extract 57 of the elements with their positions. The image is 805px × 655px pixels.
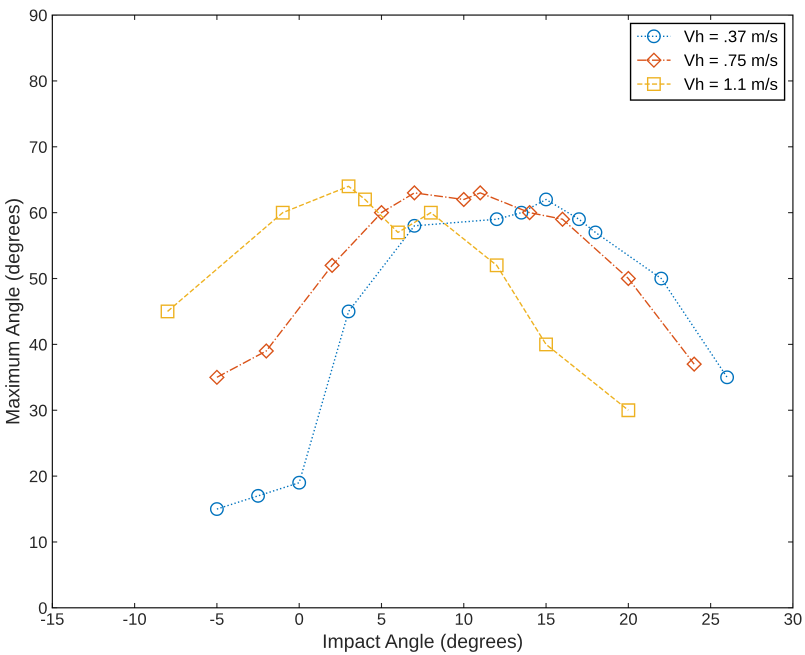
point bbox=[292, 476, 306, 490]
x-tick-label: 15 bbox=[538, 613, 555, 625]
point bbox=[720, 370, 734, 384]
point bbox=[210, 502, 224, 516]
x-tick-label: 5 bbox=[378, 613, 386, 625]
y-tick-label: 60 bbox=[30, 207, 47, 219]
x-tick-label: 10 bbox=[456, 613, 472, 625]
x-tick-label: 20 bbox=[620, 613, 637, 625]
legend-label: Vh = .75 m/s bbox=[684, 54, 778, 66]
point bbox=[456, 192, 472, 208]
y-tick-label: 70 bbox=[30, 141, 47, 153]
point bbox=[374, 205, 390, 220]
y-tick-label: 20 bbox=[30, 470, 47, 482]
point bbox=[390, 225, 405, 240]
point bbox=[522, 205, 538, 220]
y-tick-label: 90 bbox=[30, 9, 47, 22]
point bbox=[539, 337, 554, 352]
x-tick-label: -10 bbox=[123, 613, 146, 625]
y-tick-label: 0 bbox=[38, 602, 47, 614]
point bbox=[572, 212, 586, 226]
y-tick-label: 10 bbox=[30, 536, 47, 548]
point bbox=[620, 270, 636, 286]
point bbox=[358, 192, 372, 206]
point bbox=[654, 272, 668, 286]
point bbox=[472, 185, 488, 200]
point bbox=[407, 218, 422, 233]
point bbox=[514, 206, 528, 220]
x-tick-label: 30 bbox=[784, 613, 802, 625]
point bbox=[276, 206, 290, 220]
x-tick-label: 0 bbox=[295, 613, 304, 625]
legend-label: Vh = .37 m/s bbox=[684, 30, 778, 42]
y-axis-title: Maximum Angle (degrees) bbox=[5, 199, 24, 424]
point bbox=[621, 403, 636, 418]
point bbox=[588, 225, 602, 240]
point bbox=[342, 304, 356, 318]
point bbox=[539, 192, 554, 206]
point bbox=[424, 206, 438, 220]
x-tick-label: 25 bbox=[702, 613, 720, 625]
legend-label: Vh = 1.1 m/s bbox=[684, 78, 778, 90]
point bbox=[490, 212, 504, 226]
point bbox=[258, 343, 274, 359]
y-tick-label: 80 bbox=[30, 75, 47, 88]
y-tick-label: 30 bbox=[30, 404, 47, 416]
x-tick-label: -5 bbox=[210, 613, 224, 625]
point bbox=[554, 212, 570, 227]
point bbox=[686, 356, 702, 372]
y-tick-label: 50 bbox=[30, 272, 47, 285]
point bbox=[324, 258, 340, 273]
y-tick-label: 40 bbox=[29, 338, 47, 351]
point bbox=[342, 179, 356, 194]
point bbox=[209, 370, 224, 385]
x-tick-label: -15 bbox=[41, 613, 64, 625]
point bbox=[406, 185, 422, 200]
point bbox=[490, 258, 504, 272]
x-axis-title: Impact Angle (degrees) bbox=[324, 634, 522, 652]
point bbox=[160, 304, 174, 318]
point bbox=[251, 488, 265, 503]
